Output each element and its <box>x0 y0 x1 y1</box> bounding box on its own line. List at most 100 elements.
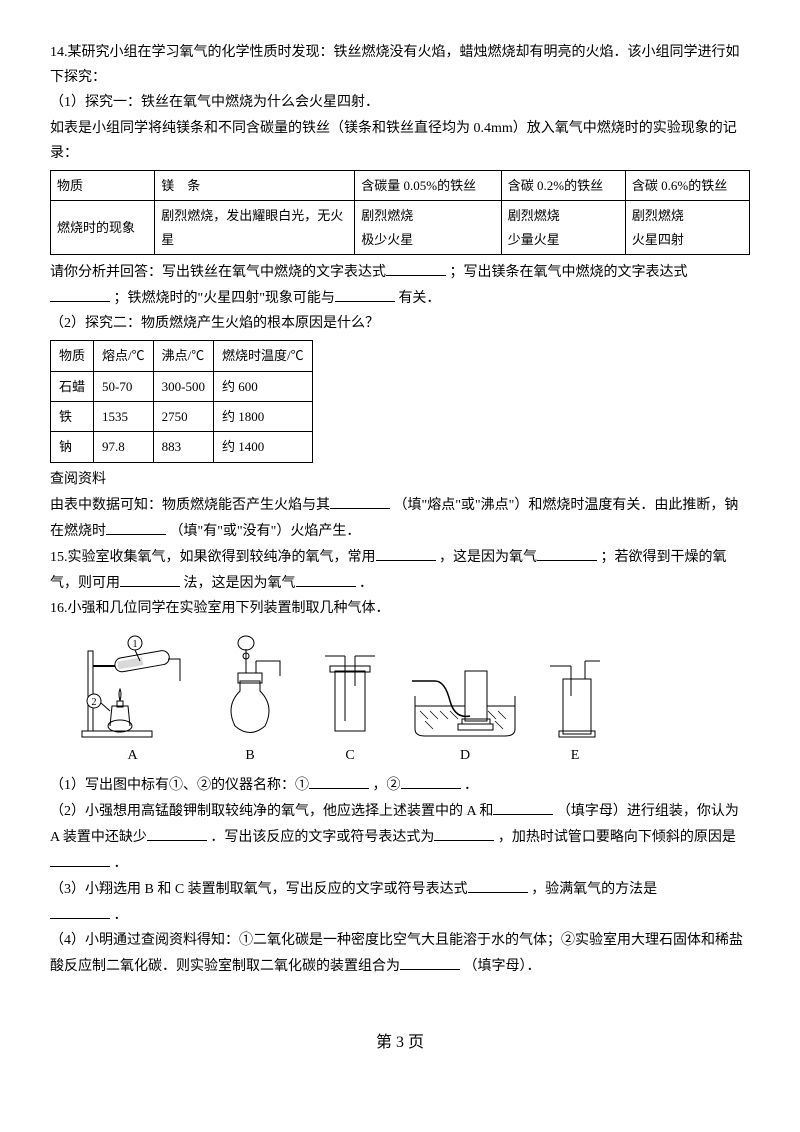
label-A: A <box>127 743 137 768</box>
t2r0c0: 石蜡 <box>51 371 94 401</box>
t1-rl: 燃烧时的现象 <box>51 201 155 255</box>
q14-sub2-q: 由表中数据可知：物质燃烧能否产生火焰与其 （填"熔点"或"沸点"）和燃烧时温度有… <box>50 492 750 544</box>
q16-2c: ．写出该反应的文字或符号表达式为 <box>210 830 434 845</box>
q14-sub2-title: （2）探究二：物质燃烧产生火焰的根本原因是什么？ <box>50 311 750 336</box>
t2r1c1: 1535 <box>94 402 154 432</box>
t2r2c1: 97.8 <box>94 432 154 462</box>
blank[interactable] <box>50 285 110 302</box>
blank[interactable] <box>493 798 553 815</box>
q14-table2: 物质 熔点/℃ 沸点/℃ 燃烧时温度/℃ 石蜡 50-70 300-500 约 … <box>50 340 313 463</box>
q16-3a: （3）小翔选用 B 和 C 装置制取氧气，写出反应的文字或符号表达式 <box>50 882 468 897</box>
apparatus-diagram: 1 2 A B <box>80 631 750 768</box>
q14s1a: 请你分析并回答：写出铁丝在氧气中燃烧的文字表达式 <box>50 265 386 280</box>
t1-h4: 含碳 0.6%的铁丝 <box>625 170 749 200</box>
apparatus-B-icon <box>210 631 290 741</box>
q14-table1: 物质 镁 条 含碳量 0.05%的铁丝 含碳 0.2%的铁丝 含碳 0.6%的铁… <box>50 170 750 255</box>
q16-1c: ． <box>464 778 478 793</box>
q14-sub1-q: 请你分析并回答：写出铁丝在氧气中燃烧的文字表达式 ；写出镁条在氧气中燃烧的文字表… <box>50 259 750 311</box>
t1-c1: 剧烈燃烧 极少火星 <box>355 201 501 255</box>
blank[interactable] <box>309 772 369 789</box>
t2r0c3: 约 600 <box>213 371 312 401</box>
q16-intro: 16.小强和几位同学在实验室用下列装置制取几种气体． <box>50 596 750 621</box>
q14-sub1-title: （1）探究一：铁丝在氧气中燃烧为什么会火星四射． <box>50 90 750 115</box>
q14s2c: （填"有"或"没有"）火焰产生． <box>170 524 361 539</box>
q16-4b: （填字母）． <box>464 959 541 974</box>
q16-1b: ，② <box>373 778 401 793</box>
q16-2d: ，加热时试管口要略向下倾斜的原因是 <box>498 830 736 845</box>
blank[interactable] <box>434 824 494 841</box>
apparatus-B: B <box>210 631 290 768</box>
q16-2a: （2）小强想用高锰酸钾制取较纯净的氧气，他应选择上述装置中的 A 和 <box>50 804 493 819</box>
apparatus-D: D <box>410 651 520 768</box>
t1-h0: 物质 <box>51 170 155 200</box>
t2r2c2: 883 <box>153 432 213 462</box>
q15e: ． <box>359 576 373 591</box>
label-D: D <box>460 743 470 768</box>
q16-3b: ，验满氧气的方法是 <box>531 882 657 897</box>
t2r2c0: 钠 <box>51 432 94 462</box>
blank[interactable] <box>330 492 390 509</box>
q15d: 法，这是因为氧气 <box>184 576 296 591</box>
q16-4: （4）小明通过查阅资料得知：①二氧化碳是一种密度比空气大且能溶于水的气体；②实验… <box>50 928 750 979</box>
q14s1c: ；铁燃烧时的"火星四射"现象可能与 <box>114 291 335 306</box>
q15b: ，这是因为氧气 <box>439 550 537 565</box>
t1-h2: 含碳量 0.05%的铁丝 <box>355 170 501 200</box>
q14s2a: 由表中数据可知：物质燃烧能否产生火焰与其 <box>50 498 330 513</box>
q14-sub1-desc: 如表是小组同学将纯镁条和不同含碳量的铁丝（镁条和铁丝直径均为 0.4mm）放入氧… <box>50 116 750 166</box>
blank[interactable] <box>106 518 166 535</box>
label-C: C <box>345 743 354 768</box>
apparatus-D-icon <box>410 651 520 741</box>
t2r1c0: 铁 <box>51 402 94 432</box>
t2r0c2: 300-500 <box>153 371 213 401</box>
apparatus-C: C <box>315 651 385 768</box>
q16-1: （1）写出图中标有①、②的仪器名称：① ，② ． <box>50 772 750 798</box>
q16-2: （2）小强想用高锰酸钾制取较纯净的氧气，他应选择上述装置中的 A 和 （填字母）… <box>50 798 750 876</box>
q14s1d: 有关． <box>398 291 440 306</box>
t2r2c3: 约 1400 <box>213 432 312 462</box>
blank[interactable] <box>296 570 356 587</box>
q14-lookup: 查阅资料 <box>50 467 750 492</box>
q15: 15.实验室收集氧气，如果欲得到较纯净的氧气，常用 ，这是因为氧气 ；若欲得到干… <box>50 544 750 596</box>
apparatus-A-icon: 1 2 <box>80 631 185 741</box>
blank[interactable] <box>50 850 110 867</box>
blank[interactable] <box>50 902 110 919</box>
t2h0: 物质 <box>51 341 94 371</box>
blank[interactable] <box>386 259 446 276</box>
q16-1a: （1）写出图中标有①、②的仪器名称：① <box>50 778 309 793</box>
page-footer: 第 3 页 <box>50 1029 750 1058</box>
t2h1: 熔点/℃ <box>94 341 154 371</box>
apparatus-A: 1 2 A <box>80 631 185 768</box>
blank[interactable] <box>537 544 597 561</box>
blank[interactable] <box>376 544 436 561</box>
q16-4a: （4）小明通过查阅资料得知：①二氧化碳是一种密度比空气大且能溶于水的气体；②实验… <box>50 933 743 974</box>
q16-2e: ． <box>114 856 128 871</box>
q14-intro: 14.某研究小组在学习氧气的化学性质时发现：铁丝燃烧没有火焰，蜡烛燃烧却有明亮的… <box>50 40 750 90</box>
q15a: 15.实验室收集氧气，如果欲得到较纯净的氧气，常用 <box>50 550 376 565</box>
t1-c3: 剧烈燃烧 火星四射 <box>625 201 749 255</box>
t1-h1: 镁 条 <box>155 170 355 200</box>
t2h3: 燃烧时温度/℃ <box>213 341 312 371</box>
blank[interactable] <box>147 824 207 841</box>
q14s1b: ；写出镁条在氧气中燃烧的文字表达式 <box>450 265 688 280</box>
label-B: B <box>245 743 254 768</box>
apparatus-E-icon <box>545 651 605 741</box>
apparatus-E: E <box>545 651 605 768</box>
q16-3: （3）小翔选用 B 和 C 装置制取氧气，写出反应的文字或符号表达式 ，验满氧气… <box>50 876 750 928</box>
blank[interactable] <box>335 285 395 302</box>
q16-3c: ． <box>114 908 128 923</box>
t1-h3: 含碳 0.2%的铁丝 <box>501 170 625 200</box>
t2r1c2: 2750 <box>153 402 213 432</box>
blank[interactable] <box>400 953 460 970</box>
t1-c2: 剧烈燃烧 少量火星 <box>501 201 625 255</box>
apparatus-C-icon <box>315 651 385 741</box>
blank[interactable] <box>401 772 461 789</box>
blank[interactable] <box>468 876 528 893</box>
svg-text:1: 1 <box>133 639 138 650</box>
t2h2: 沸点/℃ <box>153 341 213 371</box>
t1-c0: 剧烈燃烧，发出耀眼白光，无火星 <box>155 201 355 255</box>
t2r0c1: 50-70 <box>94 371 154 401</box>
t2r1c3: 约 1800 <box>213 402 312 432</box>
label-E: E <box>571 743 580 768</box>
blank[interactable] <box>120 570 180 587</box>
svg-text:2: 2 <box>92 697 97 708</box>
